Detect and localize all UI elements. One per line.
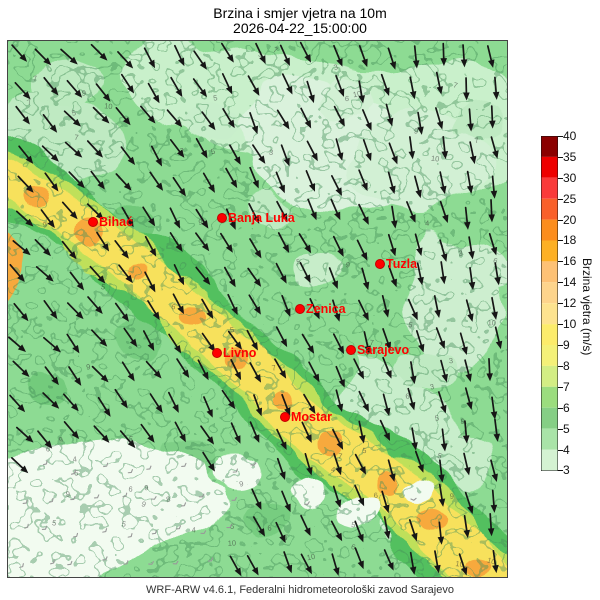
svg-text:5: 5	[362, 446, 367, 455]
svg-text:9: 9	[345, 260, 350, 269]
svg-text:4: 4	[425, 219, 429, 228]
svg-text:3: 3	[269, 148, 274, 157]
svg-text:6: 6	[267, 523, 272, 532]
svg-text:9: 9	[144, 483, 148, 492]
svg-text:10: 10	[488, 318, 496, 327]
svg-text:4: 4	[192, 525, 196, 534]
svg-text:7: 7	[33, 74, 38, 83]
svg-text:10: 10	[104, 101, 113, 111]
svg-text:6: 6	[345, 94, 350, 103]
svg-text:9: 9	[449, 492, 454, 501]
svg-text:3: 3	[449, 356, 454, 365]
svg-text:9: 9	[82, 89, 86, 98]
svg-text:9: 9	[65, 489, 70, 498]
svg-text:6: 6	[373, 491, 378, 500]
svg-text:10: 10	[228, 538, 237, 547]
svg-text:10: 10	[430, 154, 439, 164]
